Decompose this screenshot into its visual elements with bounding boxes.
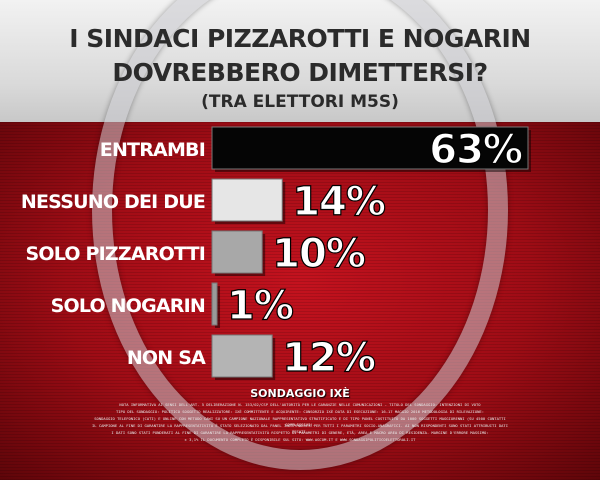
chart-subtitle: (TRA ELETTORI M5S): [201, 92, 399, 112]
footnote-line-1: NOTA INFORMATIVA AI SENSI DELL'ART. 5 DE…: [119, 402, 481, 407]
value-label: 12%: [282, 335, 375, 381]
footnote-line-4: IL CAMPIONE AL FINE DI GARANTIRE LA RAPP…: [91, 423, 509, 434]
category-label: NESSUNO DEI DUE: [21, 191, 205, 213]
category-label: SOLO PIZZAROTTI: [26, 243, 206, 265]
bar: [211, 230, 263, 274]
bar: [211, 126, 529, 170]
footnote-line-2: TIPO DEL SONDAGGIO: POLITICO SOGGETTO RE…: [115, 409, 485, 414]
footnote-line-5: I DATI SONO STATI PONDERATI AL FINE DI G…: [111, 430, 489, 435]
bar: [211, 334, 273, 378]
source-credit: SONDAGGIO IXÈ: [250, 387, 350, 400]
value-label: 1%: [227, 283, 293, 329]
value-label: 10%: [272, 231, 365, 277]
value-label: 63%: [429, 127, 522, 173]
chart-title-line-1: I SINDACI PIZZAROTTI E NOGARIN: [69, 24, 531, 53]
category-label: SOLO NOGARIN: [51, 295, 205, 317]
footnote-line-6: ± 3,1% IL DOCUMENTO COMPLETO È DISPONIBI…: [184, 437, 416, 442]
bar: [211, 178, 283, 222]
value-label: 14%: [292, 179, 385, 225]
category-label: ENTRAMBI: [100, 139, 205, 161]
bar: [211, 282, 218, 326]
footnote-line-3: SONDAGGIO TELEFONICO (CATI) E ONLINE CON…: [94, 416, 506, 427]
category-label: NON SA: [127, 347, 206, 369]
chart-title-line-2: DOVREBBERO DIMETTERSI?: [112, 58, 488, 87]
